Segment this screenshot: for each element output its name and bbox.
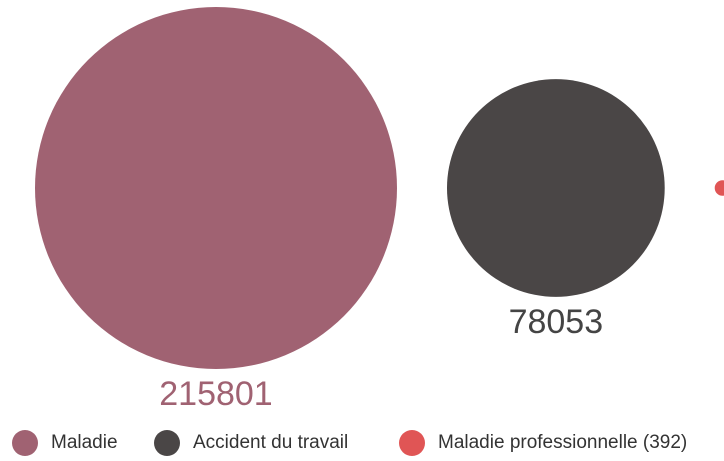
- legend-swatch: [12, 430, 38, 456]
- value-label: 215801: [159, 375, 272, 413]
- legend-label: Maladie: [51, 432, 118, 453]
- legend-name: Maladie: [51, 432, 118, 453]
- legend-swatch: [399, 430, 425, 456]
- legend-name: Maladie professionnelle: [438, 432, 638, 453]
- legend-name: Accident du travail: [193, 432, 348, 453]
- legend-swatch: [154, 430, 180, 456]
- bubble: [447, 79, 665, 297]
- legend-label: Accident du travail: [193, 432, 348, 453]
- bubble: [714, 180, 724, 196]
- legend-value: (392): [643, 432, 687, 453]
- bubble: [35, 7, 397, 369]
- value-label: 78053: [509, 303, 604, 341]
- legend-label: Maladie professionnelle (392): [438, 432, 687, 453]
